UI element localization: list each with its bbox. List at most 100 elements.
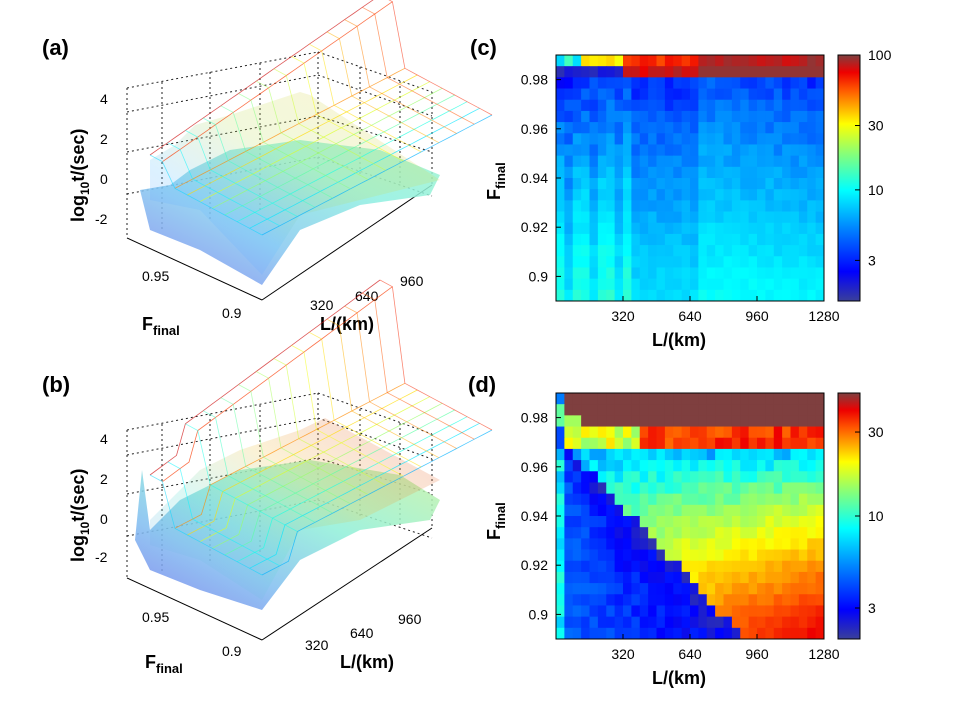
heatmap-cell xyxy=(723,278,733,291)
heatmap-cell xyxy=(773,99,783,112)
heatmap-cell xyxy=(807,471,817,483)
heatmap-cell xyxy=(681,527,691,539)
heatmap-cell xyxy=(664,66,674,78)
heatmap-cell xyxy=(773,189,783,201)
heatmap-cell xyxy=(606,211,616,224)
heatmap-cell xyxy=(815,583,825,595)
heatmap-cell xyxy=(656,289,666,302)
y-tick-label: 0.92 xyxy=(521,219,548,235)
heatmap-cell xyxy=(690,594,699,606)
heatmap-cell xyxy=(597,493,607,506)
heatmap-cell xyxy=(765,460,775,472)
heatmap-cell xyxy=(715,404,724,416)
heatmap-cell xyxy=(757,527,766,539)
heatmap-cell xyxy=(664,605,674,618)
heatmap-cell xyxy=(581,549,590,562)
heatmap-cell xyxy=(681,426,691,439)
heatmap-cell xyxy=(807,538,817,550)
heatmap-cell xyxy=(673,166,683,179)
heatmap-cell xyxy=(715,471,724,483)
heatmap-cell xyxy=(815,616,825,629)
heatmap-cell xyxy=(564,144,574,157)
heatmap-cell xyxy=(740,527,750,539)
heatmap-cell xyxy=(581,616,590,629)
heatmap-cell xyxy=(765,278,775,291)
heatmap-cell xyxy=(614,538,624,550)
heatmap-cell xyxy=(581,404,590,416)
heatmap-cell xyxy=(639,527,649,539)
heatmap-cell xyxy=(723,256,733,268)
heatmap-cell xyxy=(748,155,758,168)
heatmap-cell xyxy=(773,393,783,405)
heatmap-cell xyxy=(757,200,766,212)
heatmap-cell xyxy=(807,571,817,584)
mesh-line xyxy=(362,292,475,440)
heatmap-cell xyxy=(589,144,599,157)
heatmap-cell xyxy=(581,527,590,539)
heatmap-cell xyxy=(664,110,674,123)
panel-d-cells xyxy=(556,393,825,640)
heatmap-cell xyxy=(572,289,582,302)
heatmap-cell xyxy=(581,504,590,517)
heatmap-cell xyxy=(706,256,716,268)
heatmap-cell xyxy=(765,99,775,112)
heatmap-cell xyxy=(715,77,724,89)
heatmap-cell xyxy=(731,493,741,506)
heatmap-cell xyxy=(639,122,649,134)
heatmap-cell xyxy=(690,471,699,483)
panel-a-f-ticks: 0.95 0.9 xyxy=(142,268,242,321)
heatmap-cell xyxy=(757,256,766,268)
heatmap-cell xyxy=(757,278,766,291)
heatmap-cell xyxy=(748,627,758,640)
heatmap-cell xyxy=(623,504,632,517)
heatmap-cell xyxy=(765,627,775,640)
heatmap-cell xyxy=(807,516,817,528)
heatmap-cell xyxy=(623,144,632,157)
heatmap-cell xyxy=(648,493,657,506)
heatmap-cell xyxy=(782,77,791,89)
heatmap-cell xyxy=(690,437,699,450)
heatmap-cell xyxy=(656,605,666,618)
heatmap-cell xyxy=(589,155,599,168)
heatmap-cell xyxy=(698,527,708,539)
heatmap-cell xyxy=(673,189,683,201)
heatmap-cell xyxy=(798,594,808,606)
heatmap-cell xyxy=(664,166,674,179)
heatmap-cell xyxy=(815,404,825,416)
heatmap-cell xyxy=(597,178,607,190)
heatmap-cell xyxy=(807,88,817,101)
heatmap-cell xyxy=(648,527,657,539)
heatmap-cell xyxy=(698,144,708,157)
heatmap-cell xyxy=(807,133,817,145)
heatmap-cell xyxy=(614,583,624,595)
heatmap-cell xyxy=(581,55,590,67)
heatmap-cell xyxy=(664,122,674,134)
heatmap-cell xyxy=(664,437,674,450)
heatmap-cell xyxy=(639,393,649,405)
heatmap-cell xyxy=(639,493,649,506)
heatmap-cell xyxy=(790,583,800,595)
heatmap-cell xyxy=(773,426,783,439)
heatmap-cell xyxy=(790,233,800,246)
heatmap-cell xyxy=(614,178,624,190)
heatmap-cell xyxy=(614,404,624,416)
heatmap-cell xyxy=(698,110,708,123)
heatmap-cell xyxy=(740,289,750,302)
heatmap-cell xyxy=(706,549,716,562)
heatmap-cell xyxy=(723,605,733,618)
heatmap-cell xyxy=(715,144,724,157)
heatmap-cell xyxy=(606,155,616,168)
heatmap-cell xyxy=(614,55,624,67)
heatmap-cell xyxy=(731,538,741,550)
heatmap-cell xyxy=(706,426,716,439)
heatmap-cell xyxy=(564,448,574,461)
heatmap-cell xyxy=(748,404,758,416)
heatmap-cell xyxy=(798,404,808,416)
panel-b-l-label: L/(km) xyxy=(340,652,394,672)
heatmap-cell xyxy=(798,448,808,461)
heatmap-cell xyxy=(664,516,674,528)
mesh-line xyxy=(199,396,430,543)
heatmap-cell xyxy=(614,516,624,528)
heatmap-cell xyxy=(673,110,683,123)
heatmap-cell xyxy=(564,482,574,495)
